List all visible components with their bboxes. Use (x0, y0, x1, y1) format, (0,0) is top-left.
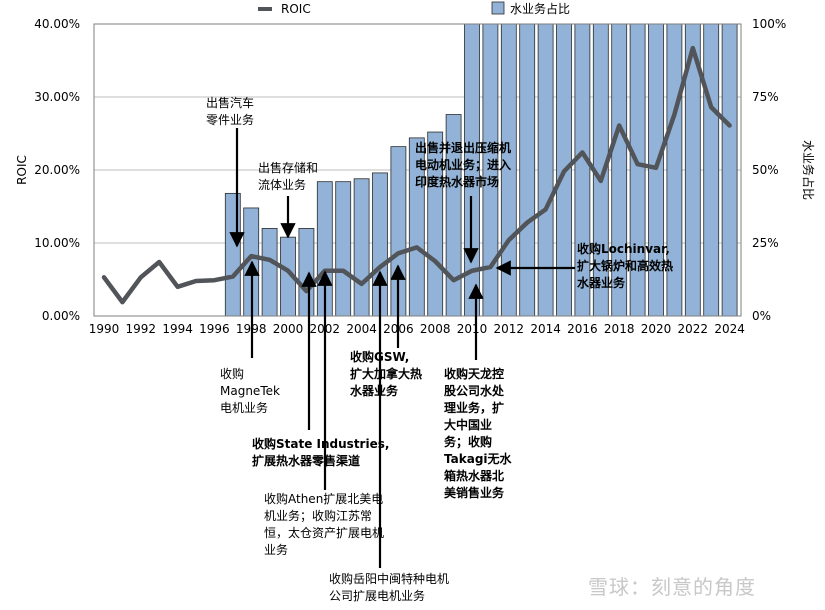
right-tick-label: 0% (752, 309, 771, 323)
y-axis-title: ROIC (15, 155, 29, 185)
bar (703, 23, 720, 317)
bar (537, 23, 554, 317)
right-tick-label: 50% (752, 163, 779, 177)
x-tick-label: 2008 (420, 322, 451, 336)
y2-axis-title: 水业务占比 (801, 140, 816, 200)
annotation-sell-auto-parts: 出售汽车 零件业务 (206, 96, 255, 127)
x-tick-label: 1994 (162, 322, 193, 336)
roic-line (101, 45, 732, 305)
annotation-arrows (229, 128, 575, 568)
x-tick-label: 2012 (494, 322, 525, 336)
x-tick-label: 2018 (604, 322, 635, 336)
x-tick-label: 2016 (567, 322, 598, 336)
axes: 0.00% 10.00% 20.00% 30.00% 40.00% 0% 25% 50% 75%… (15, 17, 816, 336)
right-tick-label: 75% (752, 90, 779, 104)
x-tick-label: 2020 (641, 322, 672, 336)
bar (298, 227, 315, 317)
left-tick-label: 40.00% (34, 17, 80, 31)
legend-roic-label: ROIC (281, 2, 311, 16)
annotation-exit-compressor: 出售并退出压缩机 电动机业务；进入 印度热水器市场 (415, 141, 512, 189)
x-tick-label: 1990 (89, 322, 120, 336)
annotation-tianlong-takagi: 收购天龙控 股公司水处 理业务，扩 大中国业 务；收购 Takagi无水 箱热水… (444, 367, 512, 500)
x-tick-label: 2010 (457, 322, 488, 336)
watermark: 雪球：刻意的角度 (588, 575, 756, 599)
bar (261, 227, 278, 317)
left-tick-label: 20.00% (34, 163, 80, 177)
left-tick-label: 30.00% (34, 90, 80, 104)
legend-water-label: 水业务占比 (510, 1, 570, 16)
annotation-state-industries: 收购State Industries, 扩展热水器零售渠道 (252, 437, 390, 468)
x-tick-label: 2022 (678, 322, 709, 336)
x-tick-label: 2014 (530, 322, 561, 336)
plot-frame-rect (93, 23, 742, 317)
bar (519, 23, 536, 317)
annotation-gsw: 收购GSW, 扩大加拿大热 水器业务 (350, 350, 423, 398)
x-tick-label: 2000 (273, 322, 304, 336)
x-tick-label: 1996 (199, 322, 230, 336)
left-tick-label: 0.00% (42, 309, 80, 323)
left-tick-label: 10.00% (34, 236, 80, 250)
legend: ROIC 水业务占比 (258, 1, 570, 16)
annotation-sell-storage-fluid: 出售存储和 流体业务 (258, 161, 319, 192)
bar (335, 181, 352, 317)
bar (353, 178, 370, 317)
roic-line-series (101, 45, 732, 305)
legend-water-swatch (491, 1, 505, 15)
annotation-magnetek: 收购 MagneTek 电机业务 (220, 367, 280, 415)
x-tick-label: 2024 (714, 322, 745, 336)
x-tick-label: 1992 (126, 322, 157, 336)
right-tick-label: 100% (752, 17, 786, 31)
right-tick-label: 25% (752, 236, 779, 250)
x-tick-label: 2004 (346, 322, 377, 336)
annotation-yueyang: 收购岳阳中闽特种电机 公司扩展电机业务 (329, 572, 450, 603)
annotation-athen: 收购Athen扩展北美电 机业务；收购江苏常 恒，太仓资产扩展电机 业务 (264, 492, 385, 557)
annotation-lochinvar: 收购Lochinvar, 扩大锅炉和高效热 水器业务 (577, 242, 674, 290)
plot-frame (93, 23, 742, 317)
bar (721, 23, 738, 317)
